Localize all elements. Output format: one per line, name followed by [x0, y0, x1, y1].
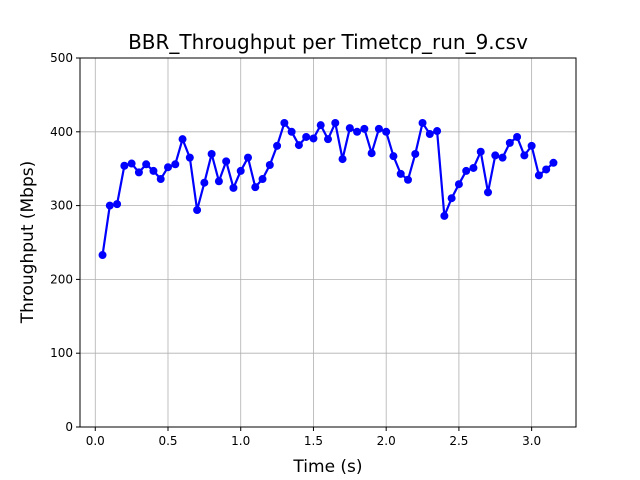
y-tick-label: 0 — [65, 420, 73, 434]
y-tick-label: 500 — [50, 51, 73, 65]
marker — [142, 160, 151, 169]
marker — [404, 175, 412, 184]
marker — [207, 149, 216, 158]
marker — [513, 132, 522, 141]
y-tick-label: 300 — [50, 199, 73, 213]
marker — [127, 159, 136, 168]
marker — [345, 124, 354, 133]
marker — [98, 251, 107, 260]
marker — [411, 149, 420, 158]
marker — [185, 153, 194, 162]
marker — [505, 138, 514, 147]
x-tick-label: 0.0 — [86, 434, 105, 448]
marker — [498, 153, 507, 162]
marker — [287, 127, 296, 136]
x-tick-label: 1.0 — [231, 434, 250, 448]
marker — [229, 183, 238, 192]
x-tick-label: 2.0 — [377, 434, 396, 448]
x-axis-label: Time (s) — [292, 457, 362, 477]
marker — [469, 163, 478, 172]
marker — [491, 151, 500, 160]
marker — [258, 175, 267, 184]
marker — [294, 141, 303, 150]
marker — [120, 161, 129, 170]
marker — [542, 165, 551, 174]
x-tick-label: 2.5 — [449, 434, 468, 448]
marker — [331, 118, 340, 127]
y-tick-label: 100 — [50, 346, 73, 360]
marker — [309, 134, 318, 143]
x-tick-label: 1.5 — [304, 434, 323, 448]
marker — [113, 200, 122, 209]
marker — [164, 163, 172, 172]
marker — [178, 135, 187, 144]
marker — [382, 127, 391, 136]
marker — [280, 118, 289, 127]
marker — [462, 166, 471, 175]
marker — [251, 183, 260, 192]
marker — [440, 211, 449, 220]
marker — [265, 161, 274, 170]
marker — [222, 157, 231, 166]
marker — [236, 166, 245, 175]
marker — [389, 152, 398, 161]
marker — [214, 177, 223, 186]
marker — [171, 160, 180, 169]
marker — [476, 147, 485, 156]
marker — [324, 135, 332, 144]
marker — [353, 127, 362, 136]
marker — [302, 132, 311, 141]
marker — [520, 151, 529, 160]
marker — [316, 121, 325, 130]
marker — [425, 130, 434, 139]
marker — [454, 180, 463, 189]
x-tick-label: 0.5 — [158, 434, 177, 448]
marker — [447, 194, 456, 203]
chart-title: BBR_Throughput per Timetcp_run_9.csv — [128, 30, 528, 54]
marker — [534, 171, 543, 180]
marker — [527, 141, 536, 150]
marker — [149, 166, 158, 175]
marker — [244, 153, 252, 162]
marker — [367, 149, 376, 158]
marker — [134, 168, 143, 177]
marker — [200, 178, 209, 187]
y-tick-label: 200 — [50, 272, 73, 286]
marker — [360, 124, 369, 133]
marker — [156, 175, 165, 184]
marker — [338, 155, 347, 164]
marker — [433, 127, 442, 136]
marker — [273, 141, 282, 150]
marker — [549, 158, 558, 167]
y-tick-label: 400 — [50, 125, 73, 139]
marker — [418, 118, 427, 127]
marker — [484, 188, 492, 197]
y-axis-label: Throughput (Mbps) — [18, 161, 38, 325]
marker — [374, 124, 383, 133]
marker — [105, 201, 114, 210]
x-tick-label: 3.0 — [522, 434, 541, 448]
marker — [396, 169, 405, 178]
plot-frame — [79, 57, 577, 428]
marker — [193, 206, 202, 215]
